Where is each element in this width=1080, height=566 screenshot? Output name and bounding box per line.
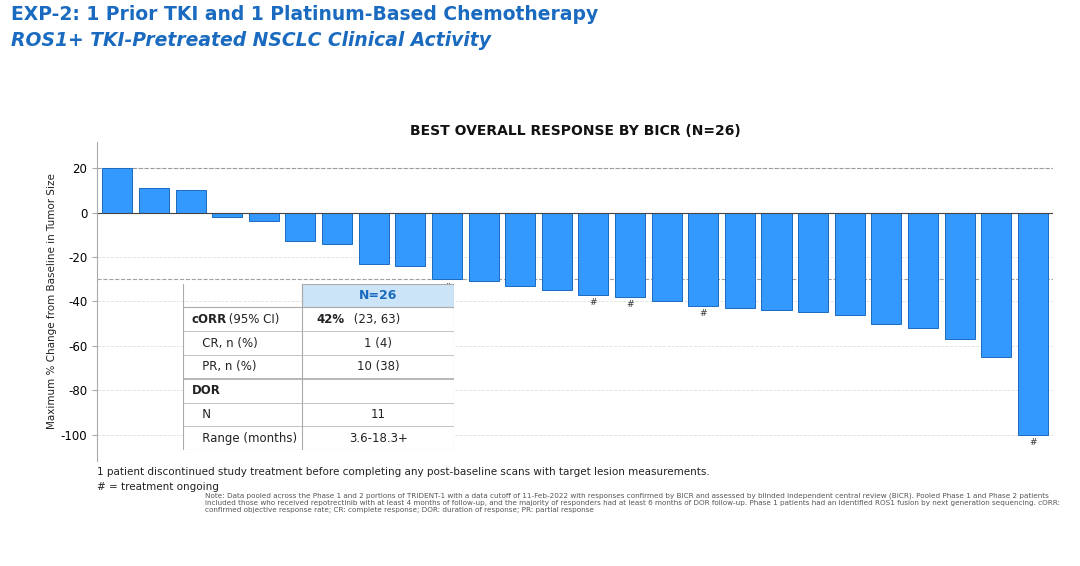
Bar [725,213,755,308]
Bar [139,188,168,213]
Bar [982,213,1011,357]
Bar [395,213,426,266]
Text: 1 patient discontinued study treatment before completing any post-baseline scans: 1 patient discontinued study treatment b… [97,467,710,477]
Bar [285,213,315,242]
Bar [432,213,462,279]
Text: N=26: N=26 [360,289,397,302]
Text: Note: Data pooled across the Phase 1 and 2 portions of TRIDENT-1 with a data cut: Note: Data pooled across the Phase 1 and… [205,492,1061,513]
Text: ROS1+ TKI-Pretreated NSCLC Clinical Activity: ROS1+ TKI-Pretreated NSCLC Clinical Acti… [11,31,490,50]
Text: 11: 11 [370,408,386,421]
Text: Range (months): Range (months) [191,432,297,445]
Text: #: # [626,301,634,309]
Text: (23, 63): (23, 63) [350,313,401,326]
Bar [212,213,242,217]
Bar [798,213,828,312]
Text: #: # [1029,438,1037,447]
Bar [945,213,974,339]
Text: CR, n (%): CR, n (%) [191,337,258,350]
Bar [761,213,792,310]
Text: DOR: DOR [191,384,220,397]
Bar [469,213,499,281]
Bar [542,213,571,290]
Bar [579,213,608,295]
Bar [651,213,681,302]
Text: cORR: cORR [191,313,227,326]
Bar [835,213,865,315]
Bar [505,213,536,286]
Bar [184,307,455,450]
Text: #: # [443,282,450,291]
Text: EXP-2: 1 Prior TKI and 1 Platinum-Based Chemotherapy: EXP-2: 1 Prior TKI and 1 Platinum-Based … [11,5,598,24]
Bar [322,213,352,243]
Bar [302,284,455,307]
Title: BEST OVERALL RESPONSE BY BICR (N=26): BEST OVERALL RESPONSE BY BICR (N=26) [409,123,741,138]
Text: N: N [191,408,212,421]
Text: #: # [700,309,707,318]
Text: PR, n (%): PR, n (%) [191,361,257,374]
Text: 42%: 42% [316,313,345,326]
Text: 3.6-18.3+: 3.6-18.3+ [349,432,408,445]
Text: 10 (38): 10 (38) [357,361,400,374]
Bar [615,213,645,297]
Bar [248,213,279,221]
Bar [1017,213,1048,435]
Bar [176,190,205,213]
Text: # = treatment ongoing: # = treatment ongoing [97,482,219,492]
Text: #: # [590,298,597,307]
Bar [908,213,939,328]
Y-axis label: Maximum % Change from Baseline in Tumor Size: Maximum % Change from Baseline in Tumor … [46,173,56,430]
Bar [688,213,718,306]
Text: 1 (4): 1 (4) [364,337,392,350]
Bar [103,168,133,213]
Bar [359,213,389,264]
Bar [872,213,902,324]
Text: (95% CI): (95% CI) [226,313,280,326]
